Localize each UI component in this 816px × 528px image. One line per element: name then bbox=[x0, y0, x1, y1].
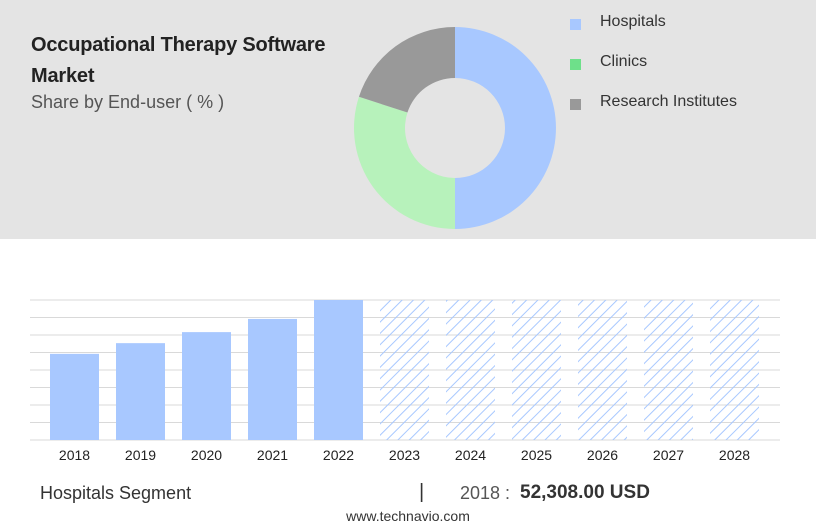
x-tick-label: 2019 bbox=[125, 447, 156, 463]
footer-value: 52,308.00 USD bbox=[520, 482, 650, 503]
x-tick-label: 2024 bbox=[455, 447, 486, 463]
bar-2020 bbox=[182, 332, 231, 440]
footer-divider: | bbox=[419, 481, 425, 503]
footer-url: www.technavio.com bbox=[346, 508, 470, 524]
chart-title: Occupational Therapy Software Market bbox=[31, 34, 326, 87]
x-tick-label: 2022 bbox=[323, 447, 354, 463]
legend-swatch-hospitals bbox=[570, 19, 581, 30]
forecast-bar-2023 bbox=[380, 300, 429, 440]
x-tick-label: 2023 bbox=[389, 447, 420, 463]
bar-2018 bbox=[50, 353, 99, 440]
x-tick-label: 2018 bbox=[59, 447, 90, 463]
bar-2022 bbox=[314, 300, 363, 440]
legend-label-clinics: Clinics bbox=[600, 53, 648, 70]
x-tick-label: 2021 bbox=[257, 447, 288, 463]
legend-label-research-institutes: Research Institutes bbox=[600, 93, 737, 110]
forecast-bar-2028 bbox=[710, 300, 759, 440]
forecast-bar-2025 bbox=[512, 300, 561, 440]
forecast-bar-2027 bbox=[644, 300, 693, 440]
legend-swatch-clinics bbox=[570, 59, 581, 70]
bar-2019 bbox=[116, 343, 165, 440]
footer-year-label: 2018 : bbox=[460, 483, 511, 503]
bar-2021 bbox=[248, 318, 297, 440]
donut-chart bbox=[353, 27, 556, 230]
x-tick-label: 2027 bbox=[653, 447, 684, 463]
chart-subtitle: Share by End-user ( % ) bbox=[31, 92, 225, 112]
x-tick-label: 2025 bbox=[521, 447, 552, 463]
legend-swatch-research-institutes bbox=[570, 99, 581, 110]
x-tick-label: 2026 bbox=[587, 447, 618, 463]
donut-slice-clinics bbox=[353, 96, 455, 230]
footer-segment-label: Hospitals Segment bbox=[40, 483, 192, 503]
donut-slice-research-institutes bbox=[358, 27, 455, 113]
x-tick-label: 2028 bbox=[719, 447, 750, 463]
forecast-bar-2026 bbox=[578, 300, 627, 440]
legend-label-hospitals: Hospitals bbox=[600, 13, 666, 30]
forecast-bar-2024 bbox=[446, 300, 495, 440]
x-tick-label: 2020 bbox=[191, 447, 222, 463]
donut-slice-hospitals bbox=[455, 27, 556, 229]
